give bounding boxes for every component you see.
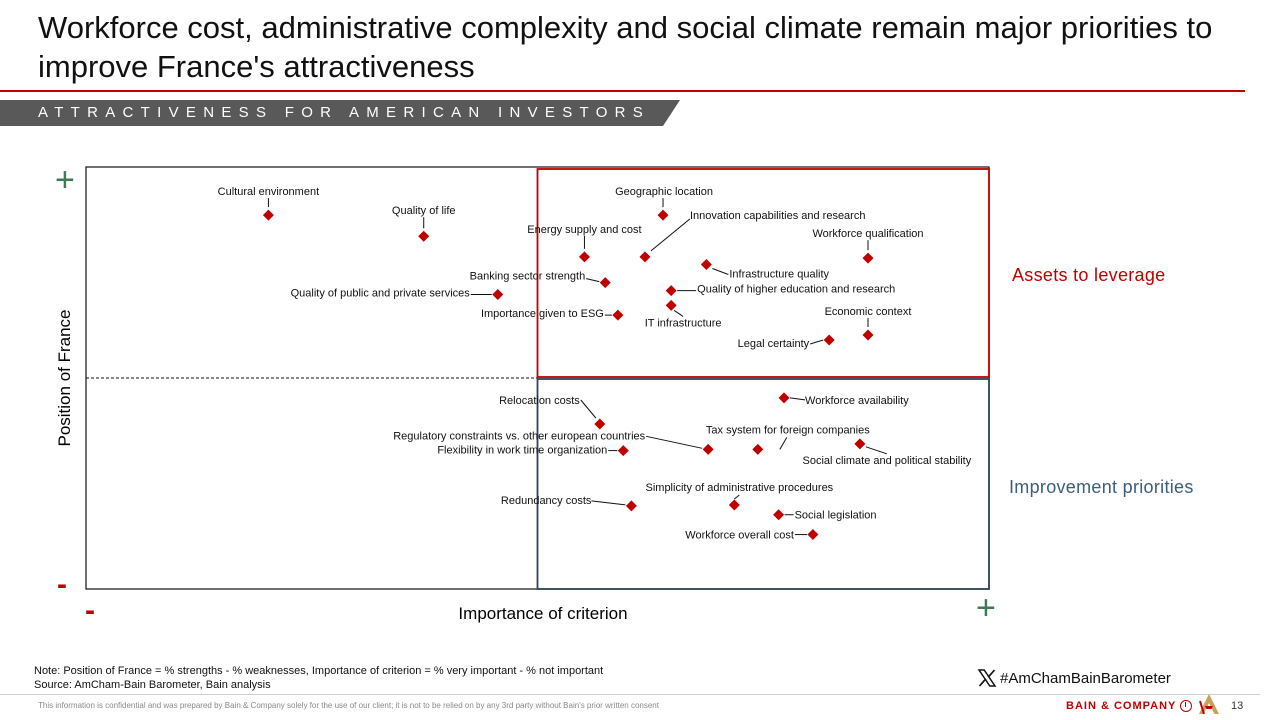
y-axis-plus-sign: +: [55, 161, 75, 199]
label-innovation-capabilities-and-research: Innovation capabilities and research: [690, 210, 866, 222]
marker-legal-certainty: [823, 334, 835, 346]
leader-workforce-availability: [789, 397, 806, 401]
footnote: Note: Position of France = % strengths -…: [34, 664, 603, 692]
label-legal-certainty: Legal certainty: [738, 338, 810, 350]
y-axis-label: Position of France: [55, 309, 74, 447]
label-social-climate-and-political-stability: Social climate and political stability: [802, 455, 971, 467]
footer-divider: [0, 694, 1260, 695]
marker-redundancy-costs: [625, 500, 637, 512]
label-relocation-costs: Relocation costs: [499, 395, 580, 407]
page-number: 13: [1231, 700, 1244, 712]
data-markers: [262, 209, 874, 541]
label-geographic-location: Geographic location: [615, 186, 713, 198]
section-banner: [0, 100, 680, 126]
leader-it-infrastructure: [673, 309, 684, 317]
x-axis-plus-sign: +: [976, 589, 996, 627]
power-icon: [1180, 700, 1193, 712]
marker-quality-of-higher-education-and-research: [665, 285, 677, 297]
label-banking-sector-strength: Banking sector strength: [470, 271, 586, 283]
quadrant-label-priorities: Improvement priorities: [1009, 477, 1194, 497]
label-quality-of-life: Quality of life: [392, 205, 456, 217]
marker-quality-of-public-and-private-services: [492, 288, 504, 300]
marker-social-climate-and-political-stability: [854, 438, 866, 450]
label-it-infrastructure: IT infrastructure: [645, 317, 722, 329]
section-banner-label: ATTRACTIVENESS FOR AMERICAN INVESTORS: [38, 104, 651, 121]
label-redundancy-costs: Redundancy costs: [501, 495, 592, 507]
hashtag-text: #AmChamBainBarometer: [1000, 669, 1171, 687]
label-quality-of-higher-education-and-research: Quality of higher education and research: [697, 284, 895, 296]
confidentiality-notice: This information is confidential and was…: [38, 701, 659, 710]
label-workforce-overall-cost: Workforce overall cost: [685, 530, 794, 542]
leader-lines: [267, 198, 888, 536]
chart-frames: [85, 166, 990, 590]
label-infrastructure-quality: Infrastructure quality: [729, 268, 829, 280]
label-workforce-availability: Workforce availability: [805, 395, 909, 407]
marker-quality-of-life: [418, 230, 430, 242]
leader-banking-sector-strength: [586, 278, 600, 283]
marker-energy-supply-and-cost: [578, 251, 590, 263]
marker-regulatory-constraints-vs-other-european-countries: [702, 443, 714, 455]
marker-infrastructure-quality: [700, 258, 712, 270]
brand-name: BAIN & COMPANY: [1066, 700, 1177, 712]
leader-innovation-capabilities-and-research: [650, 218, 691, 252]
title-divider: [0, 90, 1245, 92]
marker-banking-sector-strength: [599, 277, 611, 289]
marker-innovation-capabilities-and-research: [639, 251, 651, 263]
label-workforce-qualification: Workforce qualification: [812, 228, 923, 240]
marker-geographic-location: [657, 209, 669, 221]
label-flexibility-in-work-time-organization: Flexibility in work time organization: [437, 445, 607, 457]
leader-legal-certainty: [810, 339, 824, 345]
amcham-logo: [1199, 694, 1219, 715]
label-energy-supply-and-cost: Energy supply and cost: [527, 224, 641, 236]
y-axis-minus-sign: -: [57, 568, 67, 601]
marker-workforce-qualification: [862, 252, 874, 264]
data-labels: Cultural environment Quality of life Geogr…: [218, 186, 972, 541]
x-axis-label: Importance of criterion: [458, 604, 628, 623]
marker-relocation-costs: [594, 418, 606, 430]
label-importance-given-to-esg: Importance given to ESG: [481, 308, 604, 320]
label-simplicity-of-administrative-procedures: Simplicity of administrative procedures: [646, 482, 834, 494]
bain-logo: BAIN & COMPANY: [1066, 700, 1193, 712]
leader-infrastructure-quality: [712, 268, 729, 275]
x-axis-minus-sign: -: [85, 594, 95, 627]
marker-workforce-overall-cost: [807, 529, 819, 541]
label-tax-system-for-foreign-companies: Tax system for foreign companies: [706, 424, 870, 436]
marker-it-infrastructure: [665, 299, 677, 311]
label-cultural-environment: Cultural environment: [218, 186, 320, 198]
leader-redundancy-costs: [591, 500, 626, 506]
marker-tax-system-for-foreign-companies: [752, 443, 764, 455]
leader-simplicity-of-administrative-procedures: [734, 494, 740, 500]
marker-cultural-environment: [262, 209, 274, 221]
social-hashtag[interactable]: #AmChamBainBarometer: [977, 668, 1171, 688]
source-text: Source: AmCham-Bain Barometer, Bain anal…: [34, 679, 271, 691]
label-regulatory-constraints-vs-other-european-countries: Regulatory constraints vs. other europea…: [393, 430, 645, 442]
marker-economic-context: [862, 329, 874, 341]
marker-importance-given-to-esg: [612, 309, 624, 321]
label-economic-context: Economic context: [825, 306, 912, 318]
note-text: Note: Position of France = % strengths -…: [34, 665, 604, 677]
label-quality-of-public-and-private-services: Quality of public and private services: [291, 287, 471, 299]
marker-simplicity-of-administrative-procedures: [728, 499, 740, 511]
page-title: Workforce cost, administrative complexit…: [38, 10, 1213, 84]
marker-workforce-availability: [778, 392, 790, 404]
quadrant-label-assets: Assets to leverage: [1012, 265, 1166, 285]
priorities-quadrant-frame: [536, 378, 990, 590]
marker-social-legislation: [773, 509, 785, 521]
leader-relocation-costs: [580, 399, 597, 419]
marker-flexibility-in-work-time-organization: [617, 445, 629, 457]
leader-regulatory-constraints-vs-other-european-countries: [646, 435, 703, 449]
leader-tax-system-for-foreign-companies: [779, 437, 788, 450]
x-logo-icon: [977, 669, 997, 687]
assets-quadrant-frame: [536, 168, 990, 378]
leader-social-climate-and-political-stability: [865, 446, 888, 455]
label-social-legislation: Social legislation: [795, 510, 877, 522]
